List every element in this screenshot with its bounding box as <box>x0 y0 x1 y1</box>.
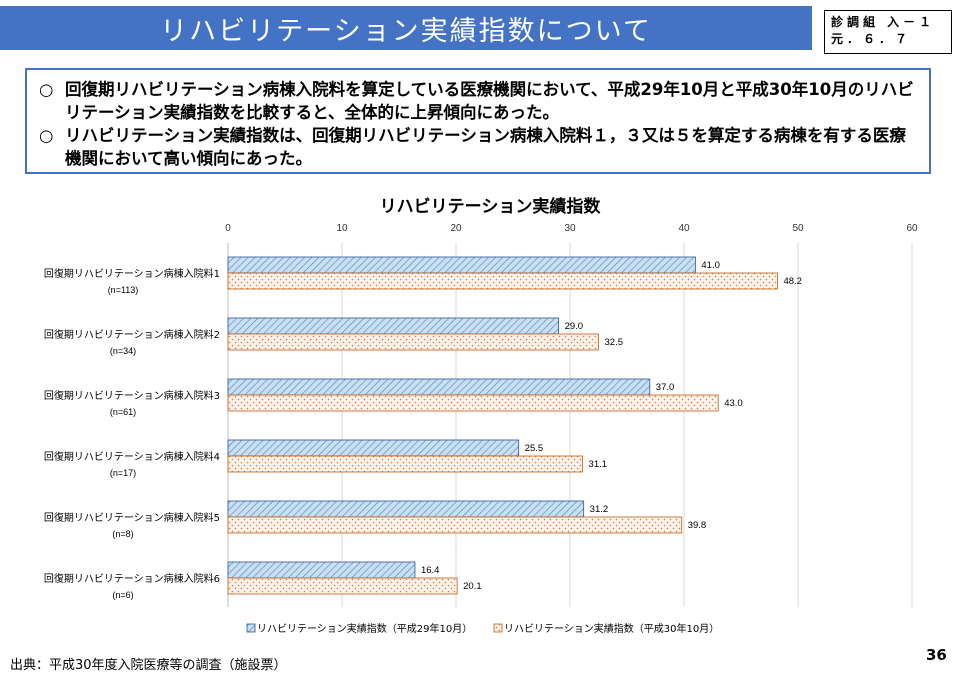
data-label: 39.8 <box>688 520 707 531</box>
summary-box: ○ 回復期リハビリテーション病棟入院料を算定している医療機関において、平成29年… <box>25 68 931 174</box>
data-label: 37.0 <box>656 382 675 393</box>
category-label: 回復期リハビリテーション病棟入院料2 <box>44 328 220 341</box>
slide-title-bar: リハビリテーション実績指数について <box>0 6 812 50</box>
category-label: 回復期リハビリテーション病棟入院料4 <box>44 450 220 463</box>
reference-line-1: 診調組 入－１ <box>831 15 936 29</box>
bullet-circle: ○ <box>39 80 54 99</box>
category-n-label: (n=34) <box>110 346 136 356</box>
bar <box>227 378 651 396</box>
legend-label: リハビリテーション実績指数（平成29年10月） <box>257 622 472 635</box>
x-tick-label: 40 <box>678 223 690 234</box>
category-label: 回復期リハビリテーション病棟入院料6 <box>44 572 220 585</box>
summary-item: ○ リハビリテーション実績指数は、回復期リハビリテーション病棟入院料１，３又は５… <box>39 124 919 170</box>
bar <box>227 317 560 335</box>
bar <box>227 439 520 457</box>
data-label: 48.2 <box>783 276 802 287</box>
category-n-label: (n=8) <box>112 529 133 539</box>
data-label: 31.1 <box>589 459 608 470</box>
legend-swatch <box>493 623 503 633</box>
data-label: 32.5 <box>605 337 624 348</box>
data-label: 41.0 <box>701 260 720 271</box>
x-tick-label: 50 <box>792 223 804 234</box>
data-label: 43.0 <box>724 398 743 409</box>
x-tick-label: 10 <box>336 223 348 234</box>
x-tick-label: 60 <box>906 223 918 234</box>
category-label: 回復期リハビリテーション病棟入院料3 <box>44 389 220 402</box>
legend-swatch <box>246 623 256 633</box>
page-number: 36 <box>926 646 947 664</box>
source-note: 出典：平成30年度入院医療等の調査（施設票） <box>10 658 287 673</box>
summary-text-1: 回復期リハビリテーション病棟入院料を算定している医療機関において、平成29年10… <box>65 80 914 122</box>
bullet-circle: ○ <box>39 126 54 145</box>
category-n-label: (n=113) <box>108 285 139 295</box>
bar <box>227 272 778 290</box>
x-tick-label: 20 <box>450 223 462 234</box>
reference-line-2: 元．６．７ <box>831 32 912 46</box>
bar <box>227 500 585 518</box>
chart-title: リハビリテーション実績指数 <box>379 197 601 217</box>
data-label: 16.4 <box>421 565 440 576</box>
bar <box>227 256 696 274</box>
bar-chart: 0 10 20 30 40 50 60 回復期リハビリテーション病棟入院料1 (n=113) 41… <box>44 223 918 635</box>
bar <box>227 394 719 412</box>
data-label: 29.0 <box>565 321 584 332</box>
category-n-label: (n=6) <box>112 590 133 600</box>
category-n-label: (n=61) <box>110 407 136 417</box>
data-label: 31.2 <box>590 504 609 515</box>
bar <box>227 516 683 534</box>
data-label: 20.1 <box>463 581 482 592</box>
category-n-label: (n=17) <box>110 468 136 478</box>
summary-text-2: リハビリテーション実績指数は、回復期リハビリテーション病棟入院料１，３又は５を算… <box>65 126 906 168</box>
x-tick-label: 0 <box>225 223 231 234</box>
category-label: 回復期リハビリテーション病棟入院料5 <box>44 511 220 524</box>
bar <box>227 455 583 473</box>
x-tick-label: 30 <box>564 223 576 234</box>
legend-label: リハビリテーション実績指数（平成30年10月） <box>504 622 719 635</box>
data-label: 25.5 <box>525 443 544 454</box>
document-reference-box: 診調組 入－１ 元．６．７ <box>824 10 952 54</box>
summary-item: ○ 回復期リハビリテーション病棟入院料を算定している医療機関において、平成29年… <box>39 78 919 124</box>
bar <box>227 561 416 579</box>
slide-title: リハビリテーション実績指数について <box>160 15 652 47</box>
bar <box>227 333 599 351</box>
category-label: 回復期リハビリテーション病棟入院料1 <box>44 267 220 280</box>
bar <box>227 577 458 595</box>
